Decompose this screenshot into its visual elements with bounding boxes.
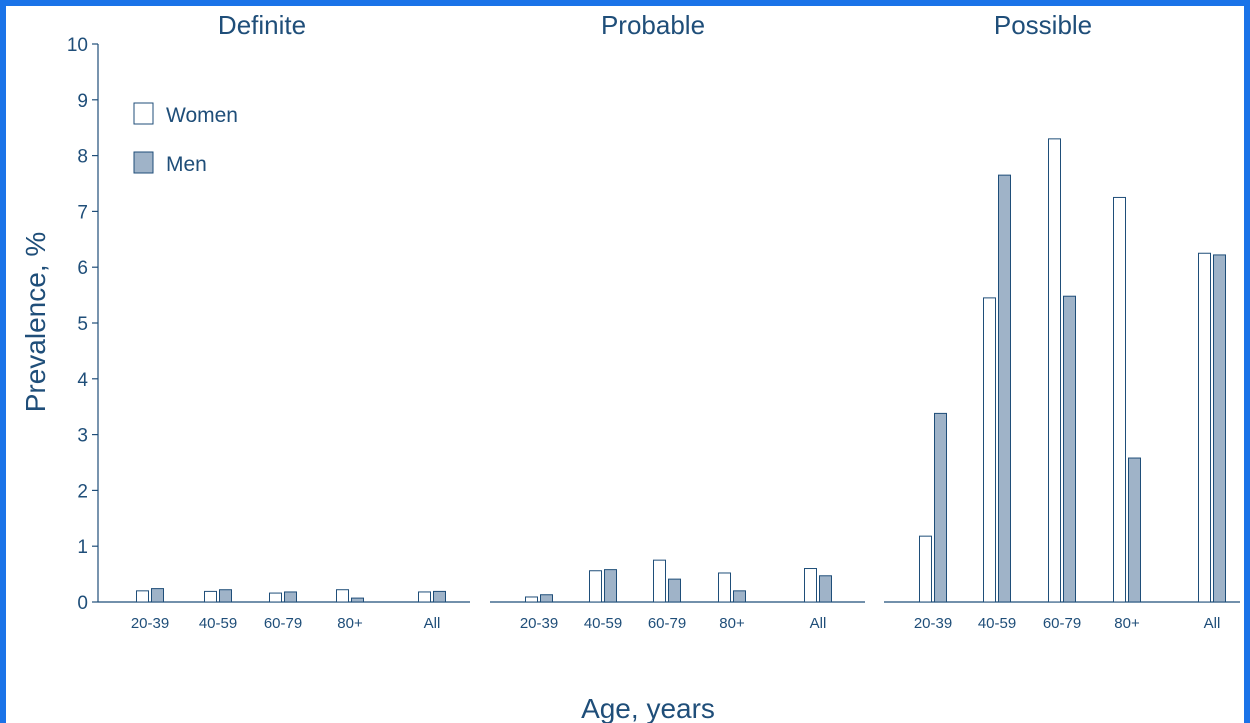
panel-title: Probable xyxy=(601,10,705,40)
y-axis: 0 1 2 3 4 5 6 7 8 9 10 xyxy=(67,35,99,614)
bar-women-20-39 xyxy=(525,596,538,603)
panel-titles: Definite Probable Possible xyxy=(218,10,1092,40)
legend-label-men: Men xyxy=(166,153,207,176)
x-tick-label: All xyxy=(424,615,441,632)
y-tick-label: 9 xyxy=(77,91,88,112)
bar-women-all xyxy=(804,568,817,603)
bar-men-60-79 xyxy=(668,578,681,603)
x-tick-label: 20-39 xyxy=(131,615,169,632)
bar-women-all xyxy=(1198,252,1211,603)
x-tick-label: 60-79 xyxy=(264,615,302,632)
bar-women-80plus xyxy=(336,589,349,603)
bar-women-60-79 xyxy=(269,592,282,603)
bar-men-all xyxy=(433,590,446,603)
x-tick-label: 80+ xyxy=(1114,615,1140,632)
bar-men-40-59 xyxy=(219,589,232,603)
bar-men-80plus xyxy=(1128,457,1141,603)
y-tick-label: 8 xyxy=(77,147,88,168)
legend-swatch-women xyxy=(133,102,154,125)
bar-men-20-39 xyxy=(540,594,553,603)
x-tick-label: 40-59 xyxy=(199,615,237,632)
x-tick-label: 20-39 xyxy=(520,615,558,632)
y-tick-label: 10 xyxy=(67,35,88,56)
bar-women-40-59 xyxy=(589,570,602,603)
bar-men-40-59 xyxy=(998,174,1011,603)
x-tick-label: 80+ xyxy=(337,615,363,632)
panel-title: Definite xyxy=(218,10,306,40)
bar-men-all xyxy=(819,575,832,603)
x-tick-label: All xyxy=(1204,615,1221,632)
bar-men-40-59 xyxy=(604,569,617,603)
y-tick-label: 4 xyxy=(77,370,88,391)
panels: 20-39 40-59 60-79 80+ All 20-39 40-59 60-79 80+ A… xyxy=(98,138,1240,632)
panel-probable: 20-39 40-59 60-79 80+ All xyxy=(490,559,865,632)
bar-men-60-79 xyxy=(1063,295,1076,603)
bar-men-all xyxy=(1213,254,1226,603)
bar-women-80plus xyxy=(718,572,731,603)
y-axis-label: Prevalence, % xyxy=(20,232,51,413)
x-tick-label: 40-59 xyxy=(584,615,622,632)
bar-men-20-39 xyxy=(151,588,164,603)
bar-men-60-79 xyxy=(284,591,297,603)
bar-women-all xyxy=(418,591,431,603)
x-tick-label: 60-79 xyxy=(1043,615,1081,632)
bar-women-20-39 xyxy=(919,535,932,603)
panel-definite: 20-39 40-59 60-79 80+ All xyxy=(98,588,470,632)
y-tick-label: 5 xyxy=(77,314,88,335)
legend: Women Men xyxy=(133,102,238,176)
x-tick-label: 20-39 xyxy=(914,615,952,632)
panel-title: Possible xyxy=(994,10,1092,40)
y-tick-label: 1 xyxy=(77,537,88,558)
y-tick-label: 2 xyxy=(77,481,88,502)
panel-possible: 20-39 40-59 60-79 80+ All xyxy=(884,138,1240,632)
bar-men-80plus xyxy=(351,597,364,603)
bar-women-60-79 xyxy=(653,559,666,603)
x-tick-label: 80+ xyxy=(719,615,745,632)
legend-label-women: Women xyxy=(166,104,238,127)
y-tick-label: 3 xyxy=(77,426,88,447)
bar-women-20-39 xyxy=(136,590,149,603)
bar-women-40-59 xyxy=(983,297,996,603)
bar-women-60-79 xyxy=(1048,138,1061,603)
x-tick-label: 60-79 xyxy=(648,615,686,632)
bar-men-80plus xyxy=(733,590,746,603)
bar-women-80plus xyxy=(1113,196,1126,603)
x-tick-label: All xyxy=(810,615,827,632)
legend-swatch-men xyxy=(133,151,154,174)
y-tick-label: 7 xyxy=(77,202,88,223)
y-tick-label: 6 xyxy=(77,258,88,279)
bar-men-20-39 xyxy=(934,412,947,603)
x-tick-label: 40-59 xyxy=(978,615,1016,632)
x-axis-label: Age, years xyxy=(581,693,715,723)
bar-women-40-59 xyxy=(204,590,217,603)
y-tick-label: 0 xyxy=(77,593,88,614)
